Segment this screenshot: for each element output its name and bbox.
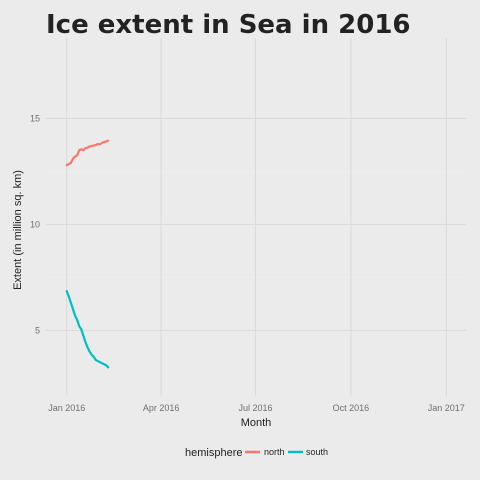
y-axis-ticks: 5 10 15 [30, 113, 40, 335]
plot-panel [46, 38, 466, 396]
y-tick-label: 10 [30, 219, 40, 229]
legend-label-south: south [306, 447, 328, 457]
series-line-south [65, 290, 110, 369]
grid-minor [46, 171, 466, 278]
x-tick-label: Apr 2016 [143, 403, 180, 413]
x-tick-label: Jul 2016 [238, 403, 272, 413]
legend-title: hemisphere [185, 447, 242, 459]
y-tick-label: 15 [30, 113, 40, 123]
grid-major [46, 38, 466, 396]
y-tick-label: 5 [35, 325, 40, 335]
chart-title: Ice extent in Sea in 2016 [46, 10, 411, 40]
x-tick-label: Jan 2017 [428, 403, 465, 413]
legend: hemisphere north south [185, 447, 328, 459]
series-layer [65, 139, 110, 369]
y-axis-title: Extent (in million sq. km) [12, 170, 24, 290]
x-axis-ticks: Jan 2016 Apr 2016 Jul 2016 Oct 2016 Jan 2017 [48, 403, 465, 413]
x-axis-title: Month [241, 417, 272, 429]
x-tick-label: Jan 2016 [48, 403, 85, 413]
x-tick-label: Oct 2016 [333, 403, 370, 413]
series-line-north [65, 139, 110, 167]
legend-label-north: north [264, 447, 285, 457]
